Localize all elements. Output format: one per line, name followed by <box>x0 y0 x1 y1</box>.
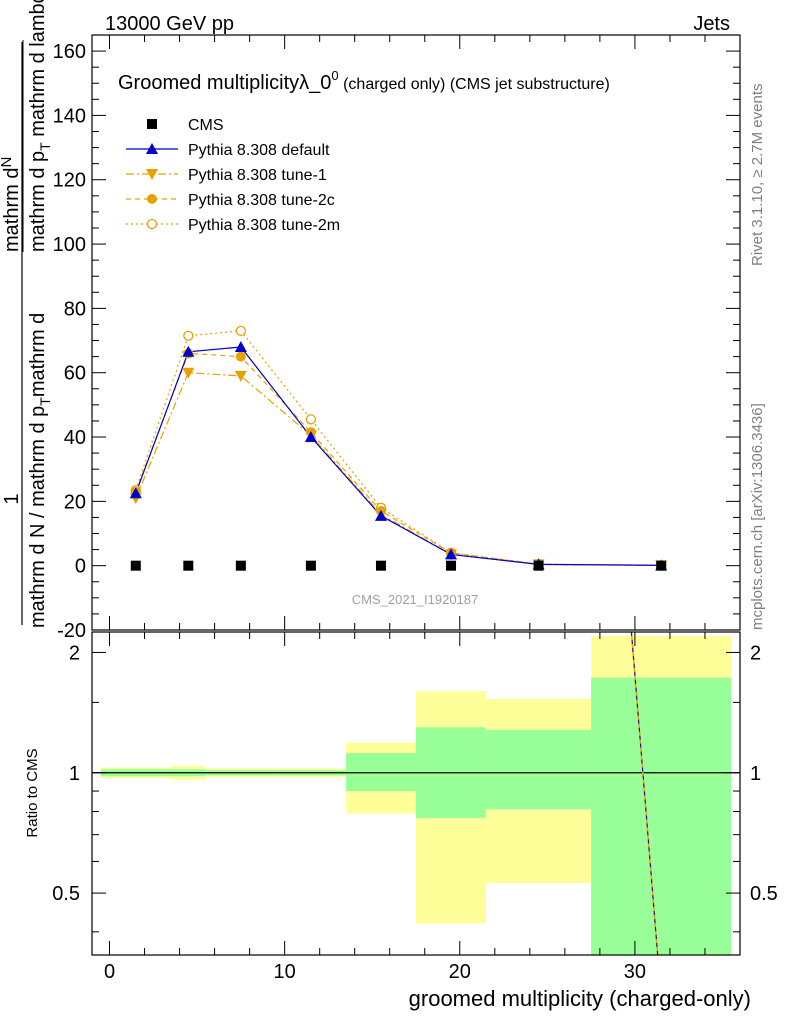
ratio-band-inner <box>486 729 592 810</box>
ratio-band-inner <box>591 677 732 955</box>
y-tick-label: 40 <box>64 427 86 449</box>
side-label-mcplots: mcplots.cern.ch [arXiv:1306.3436] <box>749 403 766 630</box>
data-point-marker <box>375 560 386 571</box>
data-point-marker <box>182 367 195 379</box>
ylabel-dN-num: mathrm d <box>1 168 23 252</box>
data-point-marker <box>305 560 316 571</box>
ratio-y-tick-label: 2 <box>69 642 80 664</box>
header-right: Jets <box>693 13 730 35</box>
legend: CMS Pythia 8.308 default Pythia 8.308 tune… <box>126 117 340 234</box>
side-label-rivet: Rivet 3.1.10, ≥ 2.7M events <box>749 84 766 267</box>
ylabel-den1: mathrm d N / mathrm d p <box>27 406 49 628</box>
y-tick-label: 60 <box>64 363 86 385</box>
ylabel-dN-den-sub: T <box>37 142 53 151</box>
data-point-marker <box>235 560 246 571</box>
ratio-y-tick-label-right: 0.5 <box>750 883 778 905</box>
title-superscript: 0 <box>331 68 338 83</box>
data-point-marker <box>182 345 195 357</box>
data-point-marker <box>445 548 458 560</box>
data-point-marker <box>446 560 457 571</box>
main-plot-frame <box>91 34 741 631</box>
ylabel-dN-num-sup: N <box>0 157 15 168</box>
legend-marker <box>146 143 158 154</box>
ratio-curve-default <box>630 631 659 956</box>
series-line <box>135 346 662 566</box>
legend-label: CMS <box>188 117 224 134</box>
ratio-bands <box>100 635 732 955</box>
ratio-lines <box>92 631 740 956</box>
data-point-marker <box>130 560 141 571</box>
y-tick-label: 0 <box>75 556 86 578</box>
x-tick-label: 0 <box>104 961 115 983</box>
ylabel-dN-numerator: mathrm dN <box>0 157 23 252</box>
series-line <box>135 330 662 566</box>
data-point-marker <box>304 431 317 443</box>
legend-label: Pythia 8.308 tune-2m <box>188 217 340 234</box>
data-point-marker <box>234 370 247 382</box>
ylabel-numerator: 1 <box>1 493 23 504</box>
title-main: Groomed multiplicityλ_0 <box>118 72 331 94</box>
legend-marker <box>146 218 158 230</box>
ylabel-dN-den: mathrm d p <box>27 151 49 252</box>
y-tick-label: 160 <box>53 41 86 63</box>
data-point-marker <box>656 560 667 571</box>
x-tick-label: 20 <box>449 961 471 983</box>
ratio-y-tick-label: 0.5 <box>52 883 80 905</box>
legend-marker <box>147 119 157 129</box>
main-plot-panel: -20 0 20 40 60 80 100 120 140 160 Groomed multipl… <box>0 0 741 642</box>
y-tick-label: -20 <box>57 620 86 642</box>
upper-axis-ticks: -20 0 20 40 60 80 100 120 140 160 <box>53 34 740 642</box>
ratio-band-inner <box>345 753 416 792</box>
watermark: CMS_2021_I1920187 <box>352 592 479 607</box>
y-tick-label: 20 <box>64 491 86 513</box>
x-axis-label: groomed multiplicity (charged-only) <box>409 986 751 1011</box>
ylabel-denominator: mathrm d N / mathrm d pTmathrm d <box>27 313 53 628</box>
ratio-plot-panel: 0 10 20 30 0.5 0.5 1 1 2 2 Ratio to CMS groomed m… <box>24 631 778 1011</box>
x-tick-label: 10 <box>274 961 296 983</box>
ylabel-dN-denominator: mathrm d pT mathrm d lambda <box>27 0 53 252</box>
data-point-marker <box>235 351 246 362</box>
lower-axis-ticks: 0 10 20 30 0.5 0.5 1 1 2 2 <box>52 632 778 983</box>
upper-series-markers <box>129 325 668 572</box>
legend-label: Pythia 8.308 tune-2c <box>188 192 335 209</box>
y-tick-label: 140 <box>53 105 86 127</box>
legend-label: Pythia 8.308 tune-1 <box>188 167 327 184</box>
header-left: 13000 GeV pp <box>105 13 234 35</box>
series-line <box>135 372 662 566</box>
ratio-y-tick-label: 1 <box>69 763 80 785</box>
upper-y-axis-label: 1 mathrm d N / mathrm d pTmathrm d mathr… <box>0 0 53 628</box>
legend-label: Pythia 8.308 default <box>188 142 330 159</box>
data-point-marker <box>234 340 247 352</box>
y-tick-label: 80 <box>64 298 86 320</box>
ylabel-den2: mathrm d <box>27 313 49 397</box>
data-point-marker <box>374 509 387 521</box>
data-point-marker <box>129 487 142 499</box>
ylabel-den1-sub: T <box>37 397 53 406</box>
ratio-plot-frame <box>91 631 741 956</box>
y-tick-label: 120 <box>53 170 86 192</box>
data-point-marker <box>305 414 317 425</box>
data-point-marker <box>235 325 247 337</box>
legend-marker <box>147 194 157 204</box>
ylabel-dN-den2: mathrm d lambda <box>27 0 49 142</box>
data-point-marker <box>533 560 544 571</box>
plot-title: Groomed multiplicityλ_00 (charged only) … <box>118 68 610 94</box>
series-line <box>135 352 662 566</box>
data-point-marker <box>183 560 194 571</box>
legend-marker <box>146 169 158 180</box>
title-suffix: (charged only) (CMS jet substructure) <box>339 76 610 93</box>
ratio-y-tick-label-right: 1 <box>750 763 761 785</box>
upper-series-lines <box>135 330 662 566</box>
y-tick-label: 100 <box>53 234 86 256</box>
data-point-marker <box>183 330 194 341</box>
ratio-y-tick-label-right: 2 <box>750 642 761 664</box>
x-tick-label: 30 <box>624 961 646 983</box>
ratio-y-axis-label: Ratio to CMS <box>24 748 41 837</box>
